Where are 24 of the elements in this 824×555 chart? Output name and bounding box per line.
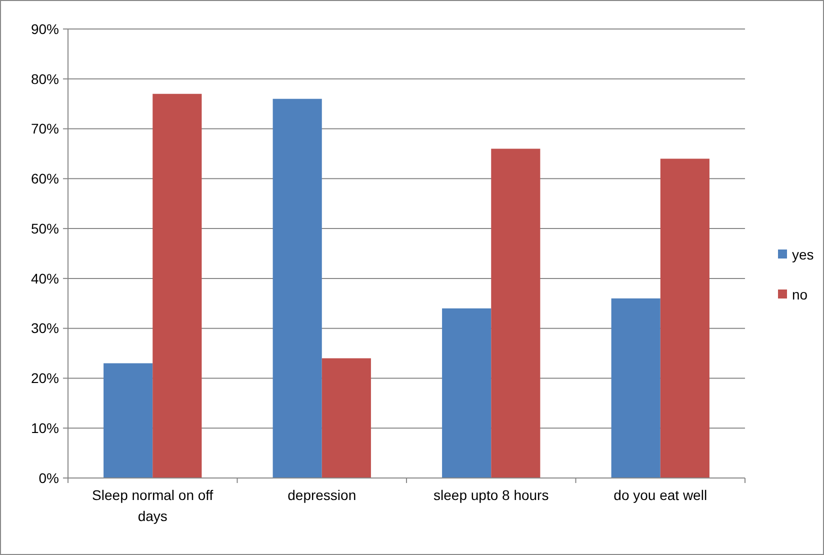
legend-label: yes — [792, 246, 814, 262]
y-tick-label: 0% — [38, 470, 59, 486]
x-tick-label: Sleep normal on off days — [92, 487, 214, 524]
bar — [322, 358, 371, 478]
bar — [272, 98, 322, 478]
bar — [660, 158, 710, 478]
y-tick-label: 90% — [30, 20, 59, 37]
bar — [491, 148, 540, 478]
bar — [611, 298, 660, 478]
x-tick-label: depression — [288, 487, 356, 503]
x-tick-label: sleep upto 8 hours — [434, 487, 549, 503]
x-tick-label: do you eat well — [614, 487, 708, 503]
y-tick-label: 10% — [30, 420, 59, 436]
bar — [104, 363, 153, 478]
y-tick-label: 40% — [30, 270, 59, 286]
y-tick-label: 20% — [30, 370, 59, 386]
y-tick-label: 60% — [30, 170, 59, 187]
legend-label: no — [792, 286, 808, 302]
bar — [442, 308, 492, 478]
y-tick-label: 70% — [30, 120, 59, 137]
y-tick-label: 30% — [30, 320, 59, 336]
bar — [152, 94, 202, 478]
y-tick-label: 50% — [30, 220, 59, 236]
y-tick-label: 80% — [30, 70, 59, 87]
